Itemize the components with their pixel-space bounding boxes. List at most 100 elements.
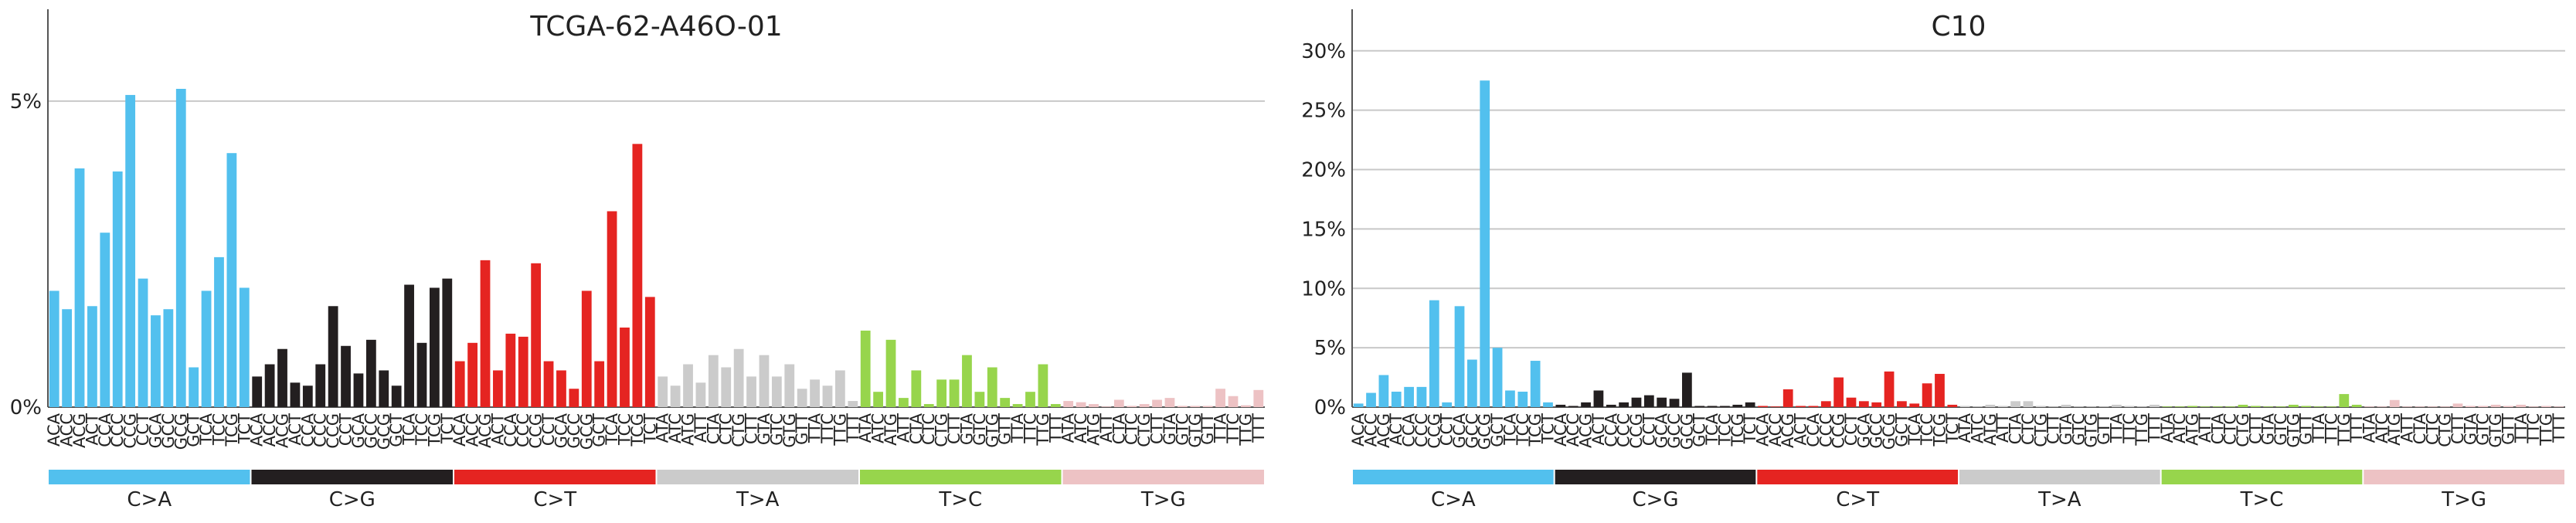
bar — [834, 370, 845, 407]
bar — [226, 153, 237, 407]
mutation-type-label: T>A — [736, 488, 780, 511]
bar — [74, 168, 85, 407]
x-tick-label: ATA — [1956, 413, 1974, 443]
bar — [581, 290, 592, 407]
bar — [2389, 399, 2400, 407]
bar — [518, 336, 528, 407]
x-tick-label: TTT — [2347, 413, 2366, 443]
bar — [1669, 399, 1680, 407]
x-tick-label: GCT — [387, 413, 406, 447]
bar — [467, 342, 478, 407]
x-tick-label: CCT — [1640, 413, 1658, 446]
mutation-type-band — [454, 470, 656, 484]
bar — [138, 278, 148, 407]
bar — [2516, 404, 2527, 407]
x-tick-label: GCG — [1476, 413, 1494, 450]
mutation-type-band — [1959, 470, 2160, 484]
bar — [302, 385, 313, 407]
x-tick-label: CTG — [729, 413, 748, 447]
bar — [569, 389, 579, 407]
x-tick-label: CCC — [1412, 413, 1431, 447]
bar — [2351, 404, 2362, 407]
bar — [683, 364, 693, 407]
x-tick-label: CCT — [337, 413, 355, 446]
bar — [759, 355, 770, 407]
bar — [1707, 406, 1718, 407]
bar — [2465, 406, 2476, 407]
bar — [936, 379, 947, 407]
bar — [239, 287, 250, 407]
x-tick-label: CCG — [121, 413, 140, 449]
x-tick-label: TTA — [1212, 413, 1230, 443]
x-tick-label: ATC — [2373, 413, 2391, 443]
bar — [543, 361, 554, 407]
bar — [1228, 396, 1239, 407]
x-tick-label: GCT — [1892, 413, 1911, 447]
x-tick-label: ACG — [70, 413, 89, 448]
bar — [2452, 403, 2463, 407]
bar — [2289, 404, 2299, 407]
x-tick-label: ACA — [1551, 413, 1570, 447]
bar — [1000, 398, 1011, 407]
bar — [1959, 406, 1970, 407]
x-tick-label: TTG — [2537, 413, 2555, 447]
bar — [214, 256, 224, 407]
bar — [505, 333, 516, 407]
x-tick-label: CCG — [1627, 413, 1646, 449]
x-tick-label: GCC — [1463, 413, 1481, 449]
x-tick-label: GCG — [1880, 413, 1898, 450]
x-tick-label: ATT — [1097, 413, 1116, 443]
bar — [1745, 402, 1755, 407]
bar — [2263, 406, 2274, 407]
bar — [2402, 406, 2412, 407]
chart-title: TCGA-62-A46O-01 — [529, 11, 782, 42]
mutation-type-label: T>G — [1140, 488, 1186, 511]
x-tick-label: GTG — [1186, 413, 1205, 448]
bar — [379, 370, 389, 407]
bar — [1139, 404, 1150, 407]
x-tick-label: CCC — [108, 413, 127, 447]
x-tick-label: GCT — [185, 413, 203, 447]
x-tick-label: ATG — [2385, 413, 2404, 446]
bar — [1152, 399, 1162, 407]
x-tick-label: GCC — [1867, 413, 1886, 449]
bar — [2313, 406, 2324, 407]
bar — [365, 339, 376, 407]
mutation-type-label: T>G — [2441, 488, 2486, 511]
bar — [252, 376, 263, 407]
y-tick-label: 20% — [1301, 159, 1346, 182]
bar — [1694, 406, 1705, 407]
bar — [797, 389, 807, 407]
x-tick-label: TTA — [806, 413, 824, 443]
bar — [1492, 348, 1503, 407]
x-tick-label: GCT — [1488, 413, 1507, 447]
x-tick-label: TTT — [2145, 413, 2163, 443]
bar — [2503, 406, 2513, 407]
x-tick-label: ACT — [1792, 413, 1810, 446]
x-tick-label: CTC — [919, 413, 938, 445]
x-tick-label: TTC — [1224, 413, 1242, 444]
bar — [2301, 406, 2312, 407]
bar — [201, 290, 212, 407]
x-tick-label: ACA — [1349, 413, 1368, 447]
bar — [2174, 406, 2185, 407]
x-tick-label: ACT — [488, 413, 507, 446]
y-tick-label: 30% — [1301, 40, 1346, 63]
bar — [1593, 390, 1604, 407]
bar — [1089, 404, 1099, 407]
x-tick-label: TCG — [425, 413, 443, 447]
bar — [1720, 406, 1730, 407]
bar — [2073, 406, 2084, 407]
x-tick-label: ATA — [2360, 413, 2379, 443]
x-tick-label: GTT — [2095, 413, 2113, 445]
bar — [62, 309, 73, 407]
x-tick-label: TTG — [1034, 413, 1052, 447]
x-tick-label: ACT — [286, 413, 304, 446]
x-tick-label: CTT — [2246, 413, 2265, 444]
x-tick-label: TTC — [2120, 413, 2139, 444]
bar — [1657, 397, 1667, 407]
x-tick-label: TTC — [2524, 413, 2543, 444]
bar — [1063, 401, 1074, 407]
x-tick-label: GTC — [2069, 413, 2088, 446]
